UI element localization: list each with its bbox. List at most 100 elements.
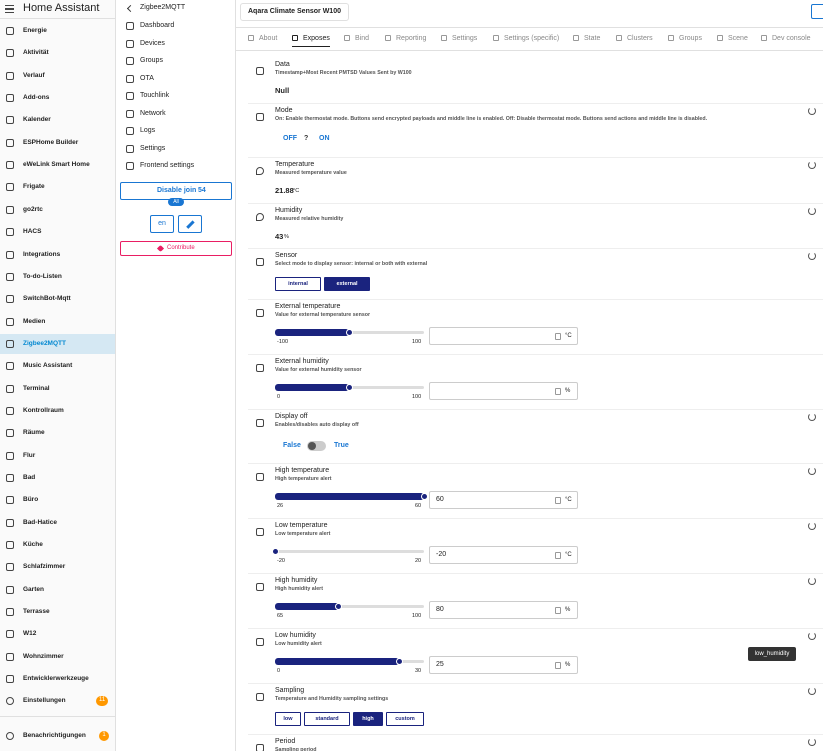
slider-max: 100 <box>412 613 422 619</box>
nav-item[interactable]: Dashboard <box>116 19 234 33</box>
sidebar-item[interactable]: Kalender <box>0 110 115 130</box>
option-button[interactable]: internal <box>275 277 321 291</box>
refresh-button[interactable] <box>808 467 816 475</box>
option-button[interactable]: OFF <box>283 135 297 142</box>
sidebar-item[interactable]: Aktivität <box>0 43 115 63</box>
number-input[interactable]: -20 °C <box>429 546 578 564</box>
sidebar-item[interactable]: Medien <box>0 312 115 332</box>
menu-button[interactable] <box>5 5 14 13</box>
refresh-button[interactable] <box>808 413 816 421</box>
number-input[interactable]: 25% <box>429 656 578 674</box>
nav-item[interactable]: Devices <box>116 37 234 51</box>
option-button[interactable]: low <box>275 712 301 726</box>
sidebar-item[interactable]: Flur <box>0 446 115 466</box>
option-button[interactable]: ON <box>319 135 330 142</box>
tab[interactable]: Reporting <box>385 33 426 47</box>
sidebar-item[interactable]: Terminal <box>0 379 115 399</box>
toggle-on-label: True <box>334 442 349 449</box>
slider-track[interactable] <box>275 605 424 608</box>
sidebar-item[interactable]: Einstellungen 11 <box>0 691 115 711</box>
tab[interactable]: Scene <box>717 33 748 47</box>
tab[interactable]: About <box>248 33 277 47</box>
tab[interactable]: State <box>573 33 600 47</box>
sidebar-item[interactable]: To-do-Listen <box>0 267 115 287</box>
sidebar-item[interactable]: Terrasse <box>0 602 115 622</box>
nav-item[interactable]: OTA <box>116 72 234 86</box>
nav-item[interactable]: Touchlink <box>116 89 234 103</box>
option-button[interactable]: standard <box>304 712 350 726</box>
top-button[interactable] <box>811 4 823 19</box>
sidebar-item[interactable]: HACS <box>0 222 115 242</box>
refresh-button[interactable] <box>808 207 816 215</box>
sidebar-item[interactable]: Kontrollraum <box>0 401 115 421</box>
language-button[interactable]: en <box>150 215 174 233</box>
back-chevron[interactable] <box>126 4 135 13</box>
option-button[interactable]: custom <box>386 712 424 726</box>
divider <box>248 248 823 249</box>
refresh-button[interactable] <box>808 252 816 260</box>
tab[interactable]: Groups <box>668 33 702 47</box>
toggle-switch[interactable] <box>307 441 326 451</box>
nav-item[interactable]: Network <box>116 107 234 121</box>
tab[interactable]: Clusters <box>616 33 653 47</box>
refresh-button[interactable] <box>808 577 816 585</box>
refresh-button[interactable] <box>808 687 816 695</box>
nav-item[interactable]: Groups <box>116 54 234 68</box>
tab[interactable]: Settings <box>441 33 477 47</box>
nav-item[interactable]: Settings <box>116 142 234 156</box>
tab[interactable]: Exposes <box>292 33 330 47</box>
sidebar-item[interactable]: Büro <box>0 490 115 510</box>
sidebar-item[interactable]: ESPHome Builder <box>0 133 115 153</box>
sidebar-label: Energie <box>23 27 47 34</box>
icon <box>126 22 134 30</box>
sidebar-item[interactable]: Wohnzimmer <box>0 647 115 667</box>
refresh-button[interactable] <box>808 738 816 746</box>
contribute-button[interactable]: Contribute <box>120 241 232 256</box>
sidebar-item[interactable]: Add-ons <box>0 88 115 108</box>
tab[interactable]: Dev console <box>761 33 811 47</box>
refresh-button[interactable] <box>808 107 816 115</box>
sidebar-item[interactable]: SwitchBot-Mqtt <box>0 289 115 309</box>
theme-button[interactable] <box>178 215 202 233</box>
tab[interactable]: Settings (specific) <box>493 33 559 47</box>
sidebar-item[interactable]: Verlauf <box>0 66 115 86</box>
option-button[interactable]: high <box>353 712 383 726</box>
number-input[interactable]: % <box>429 382 578 400</box>
refresh-button[interactable] <box>808 632 816 640</box>
sidebar-item[interactable]: Benachrichtigungen 1 <box>0 726 115 746</box>
tab[interactable]: Bind <box>344 33 369 47</box>
sidebar-item[interactable]: Energie <box>0 21 115 41</box>
sidebar-label: Verlauf <box>23 71 45 79</box>
tab-icon <box>668 35 674 41</box>
number-input[interactable]: 60 °C <box>429 491 578 509</box>
number-input[interactable]: °C <box>429 327 578 345</box>
sidebar-item[interactable]: go2rtc <box>0 200 115 220</box>
sidebar-item[interactable]: Music Assistant <box>0 356 115 376</box>
sidebar-item[interactable]: Räume <box>0 423 115 443</box>
slider-track[interactable] <box>275 550 424 553</box>
slider-knob <box>271 548 279 555</box>
sidebar-item[interactable]: Entwicklerwerkzeuge <box>0 669 115 689</box>
sidebar-label: Benachrichtigungen <box>23 732 86 739</box>
sidebar-item[interactable]: Frigate <box>0 177 115 197</box>
option-button[interactable]: external <box>324 277 370 291</box>
refresh-button[interactable] <box>808 522 816 530</box>
sidebar-item[interactable]: Küche <box>0 535 115 555</box>
sidebar-item[interactable]: Bad-Hatice <box>0 513 115 533</box>
sidebar-item[interactable]: eWeLink Smart Home <box>0 155 115 175</box>
option-button[interactable]: ? <box>304 135 309 142</box>
sidebar-item[interactable]: Bad <box>0 468 115 488</box>
expose-name: External temperature <box>275 303 341 310</box>
sidebar-item[interactable]: Integrations <box>0 245 115 265</box>
sidebar-item[interactable]: W12 <box>0 624 115 644</box>
sidebar-item[interactable]: Schlafzimmer <box>0 557 115 577</box>
nav-label: Network <box>140 109 166 117</box>
refresh-button[interactable] <box>808 161 816 169</box>
nav-item[interactable]: Logs <box>116 124 234 138</box>
number-input[interactable]: 80% <box>429 601 578 619</box>
badge: 1 <box>99 731 109 741</box>
sidebar-item[interactable]: Garten <box>0 580 115 600</box>
nav-item[interactable]: Frontend settings <box>116 159 234 173</box>
sidebar-item[interactable]: Zigbee2MQTT <box>0 333 115 354</box>
